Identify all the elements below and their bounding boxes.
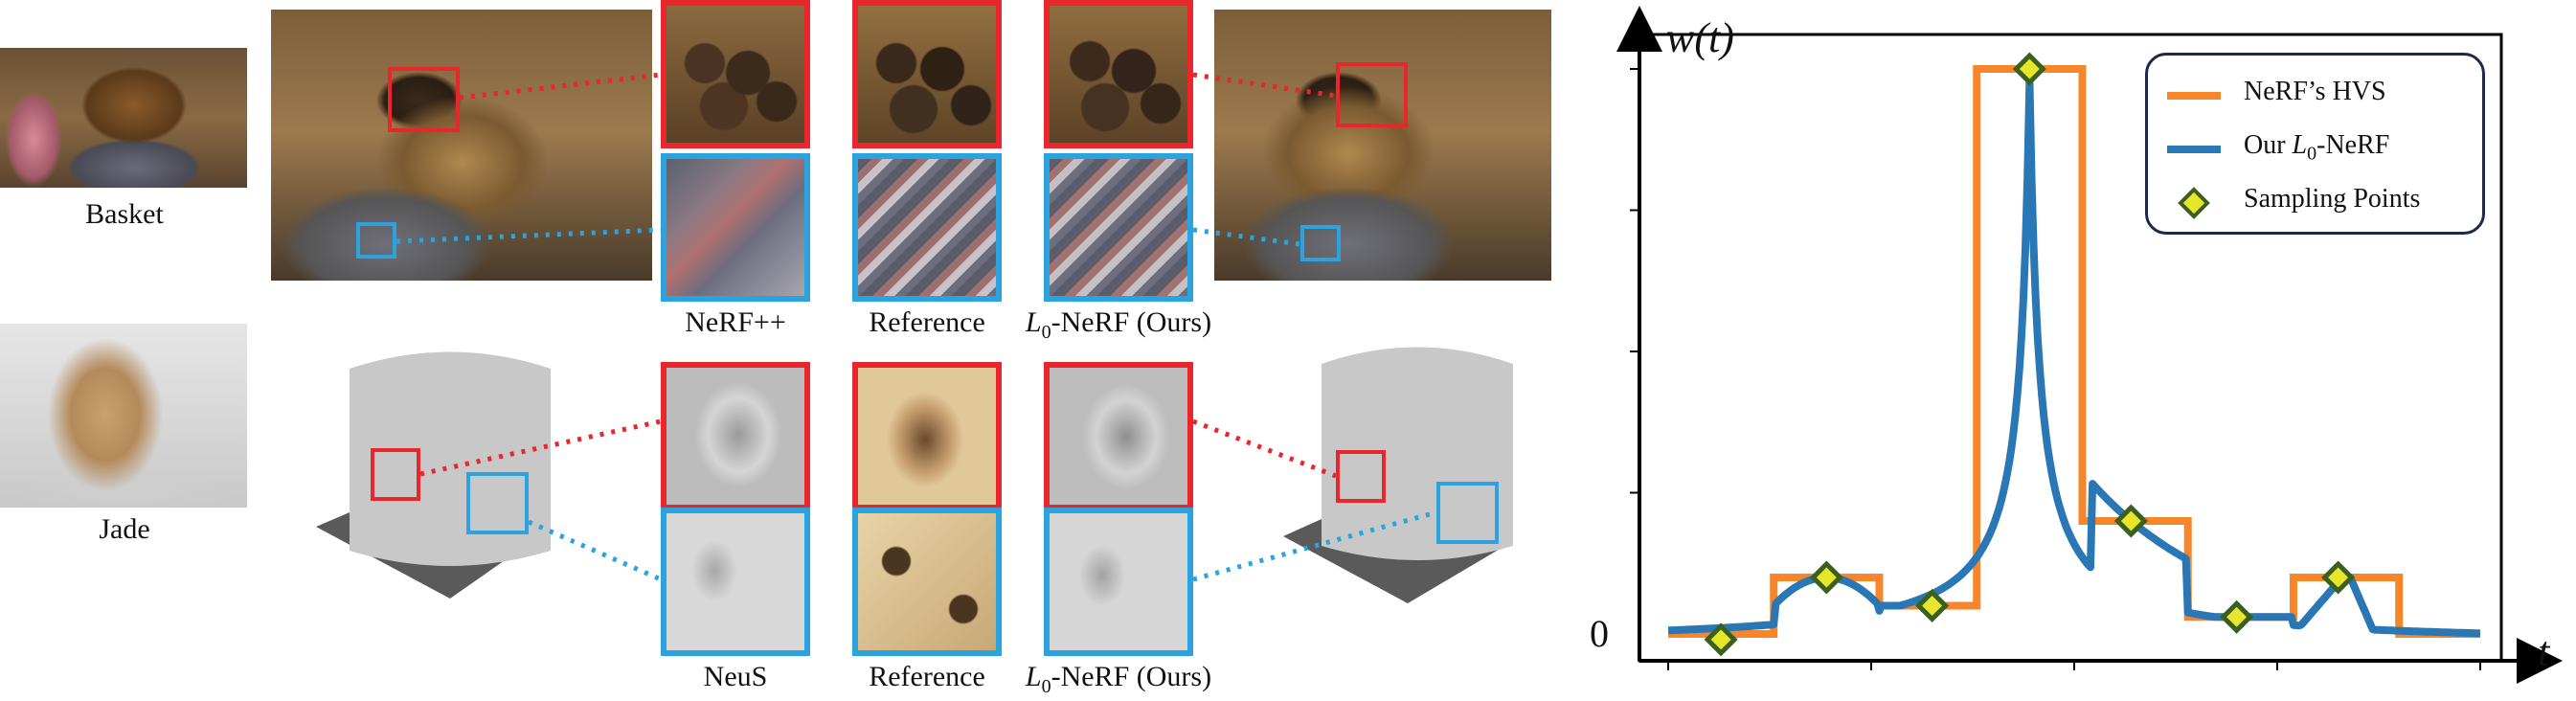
jade-ours-crop-bottom [1044,508,1193,656]
sampling-point-marker [2220,599,2254,634]
jade-right-zoom-box-blue [1436,482,1499,544]
basket-reference-caption: Reference [869,306,985,338]
plot-frame [1638,33,2503,663]
jade-left-zoom-box-blue [466,472,529,534]
legend-swatch-ours [2167,146,2221,153]
legend-swatch-hvs [2167,92,2221,100]
basket-label: Basket [85,198,164,230]
basket-nerfpp-crop-top [661,0,810,148]
jade-reference-crop-top [852,362,1002,510]
basket-reference-crop-top [852,0,1002,148]
jade-thumbnail [0,324,247,508]
jade-neus-crop-bottom [661,508,810,656]
basket-ours-render [1214,10,1551,281]
basket-left-zoom-box-blue [356,222,396,259]
basket-ours-caption: L0-NeRF (Ours) [1025,306,1212,343]
x-axis-label: t [2538,628,2550,675]
basket-nerfpp-crop-bottom [661,153,810,302]
sampling-point-marker [2321,560,2356,595]
legend-item-hvs: NeRF’s HVS [2167,77,2474,115]
basket-ours-crop-bottom [1044,153,1193,302]
y-tick-zero: 0 [1590,612,1609,655]
sampling-point-marker [2012,52,2046,86]
basket-left-zoom-box-red [388,67,460,132]
jade-neus-caption: NeuS [703,661,768,692]
legend-marker-diamond-icon [2178,187,2210,219]
y-axis-label: w(t) [1666,14,1734,61]
jade-label: Jade [99,513,150,545]
basket-reference-crop-bottom [852,153,1002,302]
basket-ours-crop-top [1044,0,1193,148]
jade-left-zoom-box-red [371,448,420,501]
legend-item-sampling: Sampling Points [2167,184,2474,222]
weight-chart: w(t) t 0 NeRF’s HVS Our L0-NeRF Sampling… [1570,0,2576,696]
jade-ours-crop-top [1044,362,1193,510]
jade-ours-mesh [1264,330,1551,603]
sampling-point-marker [1809,560,1843,595]
jade-ours-caption: L0-NeRF (Ours) [1025,661,1212,697]
jade-reference-crop-bottom [852,508,1002,656]
basket-thumbnail [0,48,247,188]
chart-legend: NeRF’s HVS Our L0-NeRF Sampling Points [2145,53,2485,235]
zoom-connector-lines [395,72,1437,582]
legend-label-sampling: Sampling Points [2244,184,2421,214]
jade-reference-caption: Reference [869,661,985,692]
basket-nerfpp-caption: NeRF++ [685,306,786,338]
sampling-point-marker [1704,622,1738,657]
jade-neus-mesh [306,330,613,603]
legend-label-ours: Our L0-NeRF [2244,130,2390,165]
chart-svg [1616,6,2563,684]
sampling-point-marker [1915,588,1950,623]
legend-label-hvs: NeRF’s HVS [2244,77,2386,106]
comparison-figure: Basket NeRF++ Reference L0-NeRF (Ours) J… [0,0,1551,697]
basket-nerfpp-render [271,10,652,281]
basket-right-zoom-box-red [1336,62,1408,127]
basket-right-zoom-box-blue [1300,225,1341,261]
jade-right-zoom-box-red [1336,450,1386,503]
legend-item-ours: Our L0-NeRF [2167,130,2474,169]
sampling-point-marker [2113,504,2148,538]
